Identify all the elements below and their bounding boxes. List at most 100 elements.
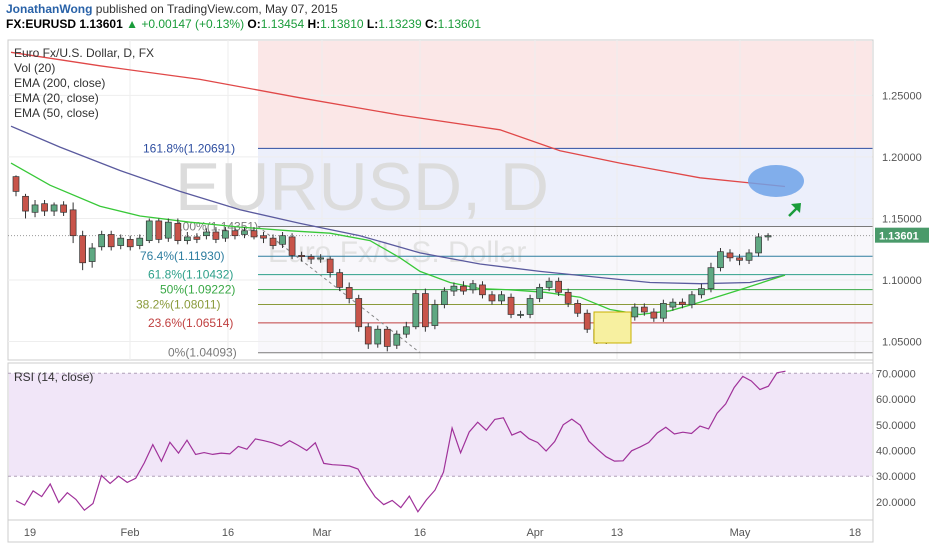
candle <box>41 200 48 216</box>
candle-body <box>298 255 305 257</box>
quote-bar: FX:EURUSD 1.13601 ▲ +0.00147 (+0.13%) O:… <box>6 17 481 31</box>
candle-body <box>469 283 477 291</box>
candle <box>764 233 772 241</box>
candle-body <box>498 294 505 302</box>
candle <box>184 232 191 245</box>
candle <box>12 175 20 197</box>
ema50-line <box>10 125 786 285</box>
candle-body <box>88 247 96 262</box>
high-key: H: <box>307 17 321 31</box>
candle <box>574 299 582 317</box>
watermark-main: EURUSD, D <box>175 149 549 225</box>
candle-body <box>402 326 410 335</box>
candle <box>374 325 382 348</box>
candle <box>145 218 153 244</box>
axes: 1.25000 1.20000 1.15000 1.10000 1.05000 70.00… <box>24 40 932 539</box>
fib-level-label: 61.8%(1.10432) <box>148 268 233 282</box>
up-arrow-icon: ▲ <box>126 17 138 31</box>
price-tick-label: 1.15000 <box>882 213 922 225</box>
price-tick-label: 1.20000 <box>882 152 922 164</box>
candle <box>469 280 477 294</box>
time-tick-label: 13 <box>611 527 623 539</box>
candle-body <box>345 287 353 299</box>
time-tick-label: May <box>730 527 751 539</box>
candle <box>279 232 286 248</box>
candle <box>660 299 667 322</box>
candle <box>650 308 658 322</box>
candle-body <box>317 257 324 260</box>
legend-ema200[interactable]: EMA (200, close) <box>14 76 105 90</box>
candle <box>545 277 553 292</box>
candle-body <box>212 231 220 240</box>
candle-body <box>755 236 762 254</box>
legend-vol[interactable]: Vol (20) <box>14 61 55 75</box>
candle-body <box>660 303 667 319</box>
candle <box>126 235 134 251</box>
legend-ema20[interactable]: EMA (20, close) <box>14 91 99 105</box>
candle-body <box>441 290 448 305</box>
candle <box>745 249 753 264</box>
candle-body <box>717 251 724 269</box>
time-tick-label: 16 <box>414 527 426 539</box>
time-tick-label: 18 <box>849 527 861 539</box>
candle-body <box>526 298 534 315</box>
close-key: C: <box>424 17 438 31</box>
candle <box>88 243 96 268</box>
rsi-tick-label: 20.0000 <box>876 497 916 509</box>
rsi-panel[interactable]: RSI (14, close) <box>14 370 786 513</box>
candle <box>555 277 562 296</box>
candle <box>679 298 686 309</box>
candle <box>736 254 743 266</box>
candle <box>383 326 391 352</box>
candle <box>288 233 296 260</box>
time-tick-label: Mar <box>313 527 332 539</box>
candle <box>212 227 220 244</box>
rsi-tick-label: 50.0000 <box>876 420 916 432</box>
candle <box>22 193 29 219</box>
indicator-legend[interactable]: Euro Fx/U.S. Dollar, D, FX Vol (20) EMA … <box>14 46 154 120</box>
candle-body <box>260 235 267 239</box>
candle <box>260 232 267 244</box>
candle <box>631 303 639 321</box>
candle-body <box>269 237 277 246</box>
candle <box>431 299 439 330</box>
candle-body <box>707 267 715 289</box>
time-tick-label: Feb <box>121 527 140 539</box>
symbol-label[interactable]: FX:EURUSD <box>6 17 77 31</box>
candle-body <box>574 303 582 314</box>
rsi-title[interactable]: RSI (14, close) <box>14 370 93 384</box>
candle <box>79 230 86 271</box>
candle-body <box>431 304 439 326</box>
candle <box>174 218 182 245</box>
author-link[interactable]: JonathanWong <box>6 2 93 16</box>
candle-body <box>726 252 734 259</box>
candle-body <box>22 195 29 212</box>
candle-body <box>488 294 496 302</box>
candle-body <box>688 294 696 305</box>
open-value: 1.13454 <box>260 17 305 31</box>
candle <box>583 309 591 333</box>
candle <box>31 200 39 218</box>
candle <box>355 294 363 332</box>
candle <box>222 227 229 242</box>
time-tick-label: 19 <box>24 527 36 539</box>
candle <box>422 288 429 332</box>
annotations <box>593 165 804 344</box>
candle <box>402 321 410 338</box>
candle-body <box>450 285 458 292</box>
candle-body <box>764 235 772 238</box>
candle-body <box>650 311 658 319</box>
candle <box>517 310 524 319</box>
arrow-head-icon <box>791 203 801 213</box>
legend-ema50[interactable]: EMA (50, close) <box>14 106 99 120</box>
candle-body <box>583 312 591 330</box>
legend-series[interactable]: Euro Fx/U.S. Dollar, D, FX <box>14 46 154 60</box>
candle <box>536 283 543 303</box>
candle <box>564 288 572 308</box>
candle-body <box>222 230 229 239</box>
candle <box>364 323 372 349</box>
fib-level-label: 50%(1.09222) <box>160 283 235 297</box>
candle <box>231 227 239 240</box>
price-axis-bg <box>873 40 932 520</box>
